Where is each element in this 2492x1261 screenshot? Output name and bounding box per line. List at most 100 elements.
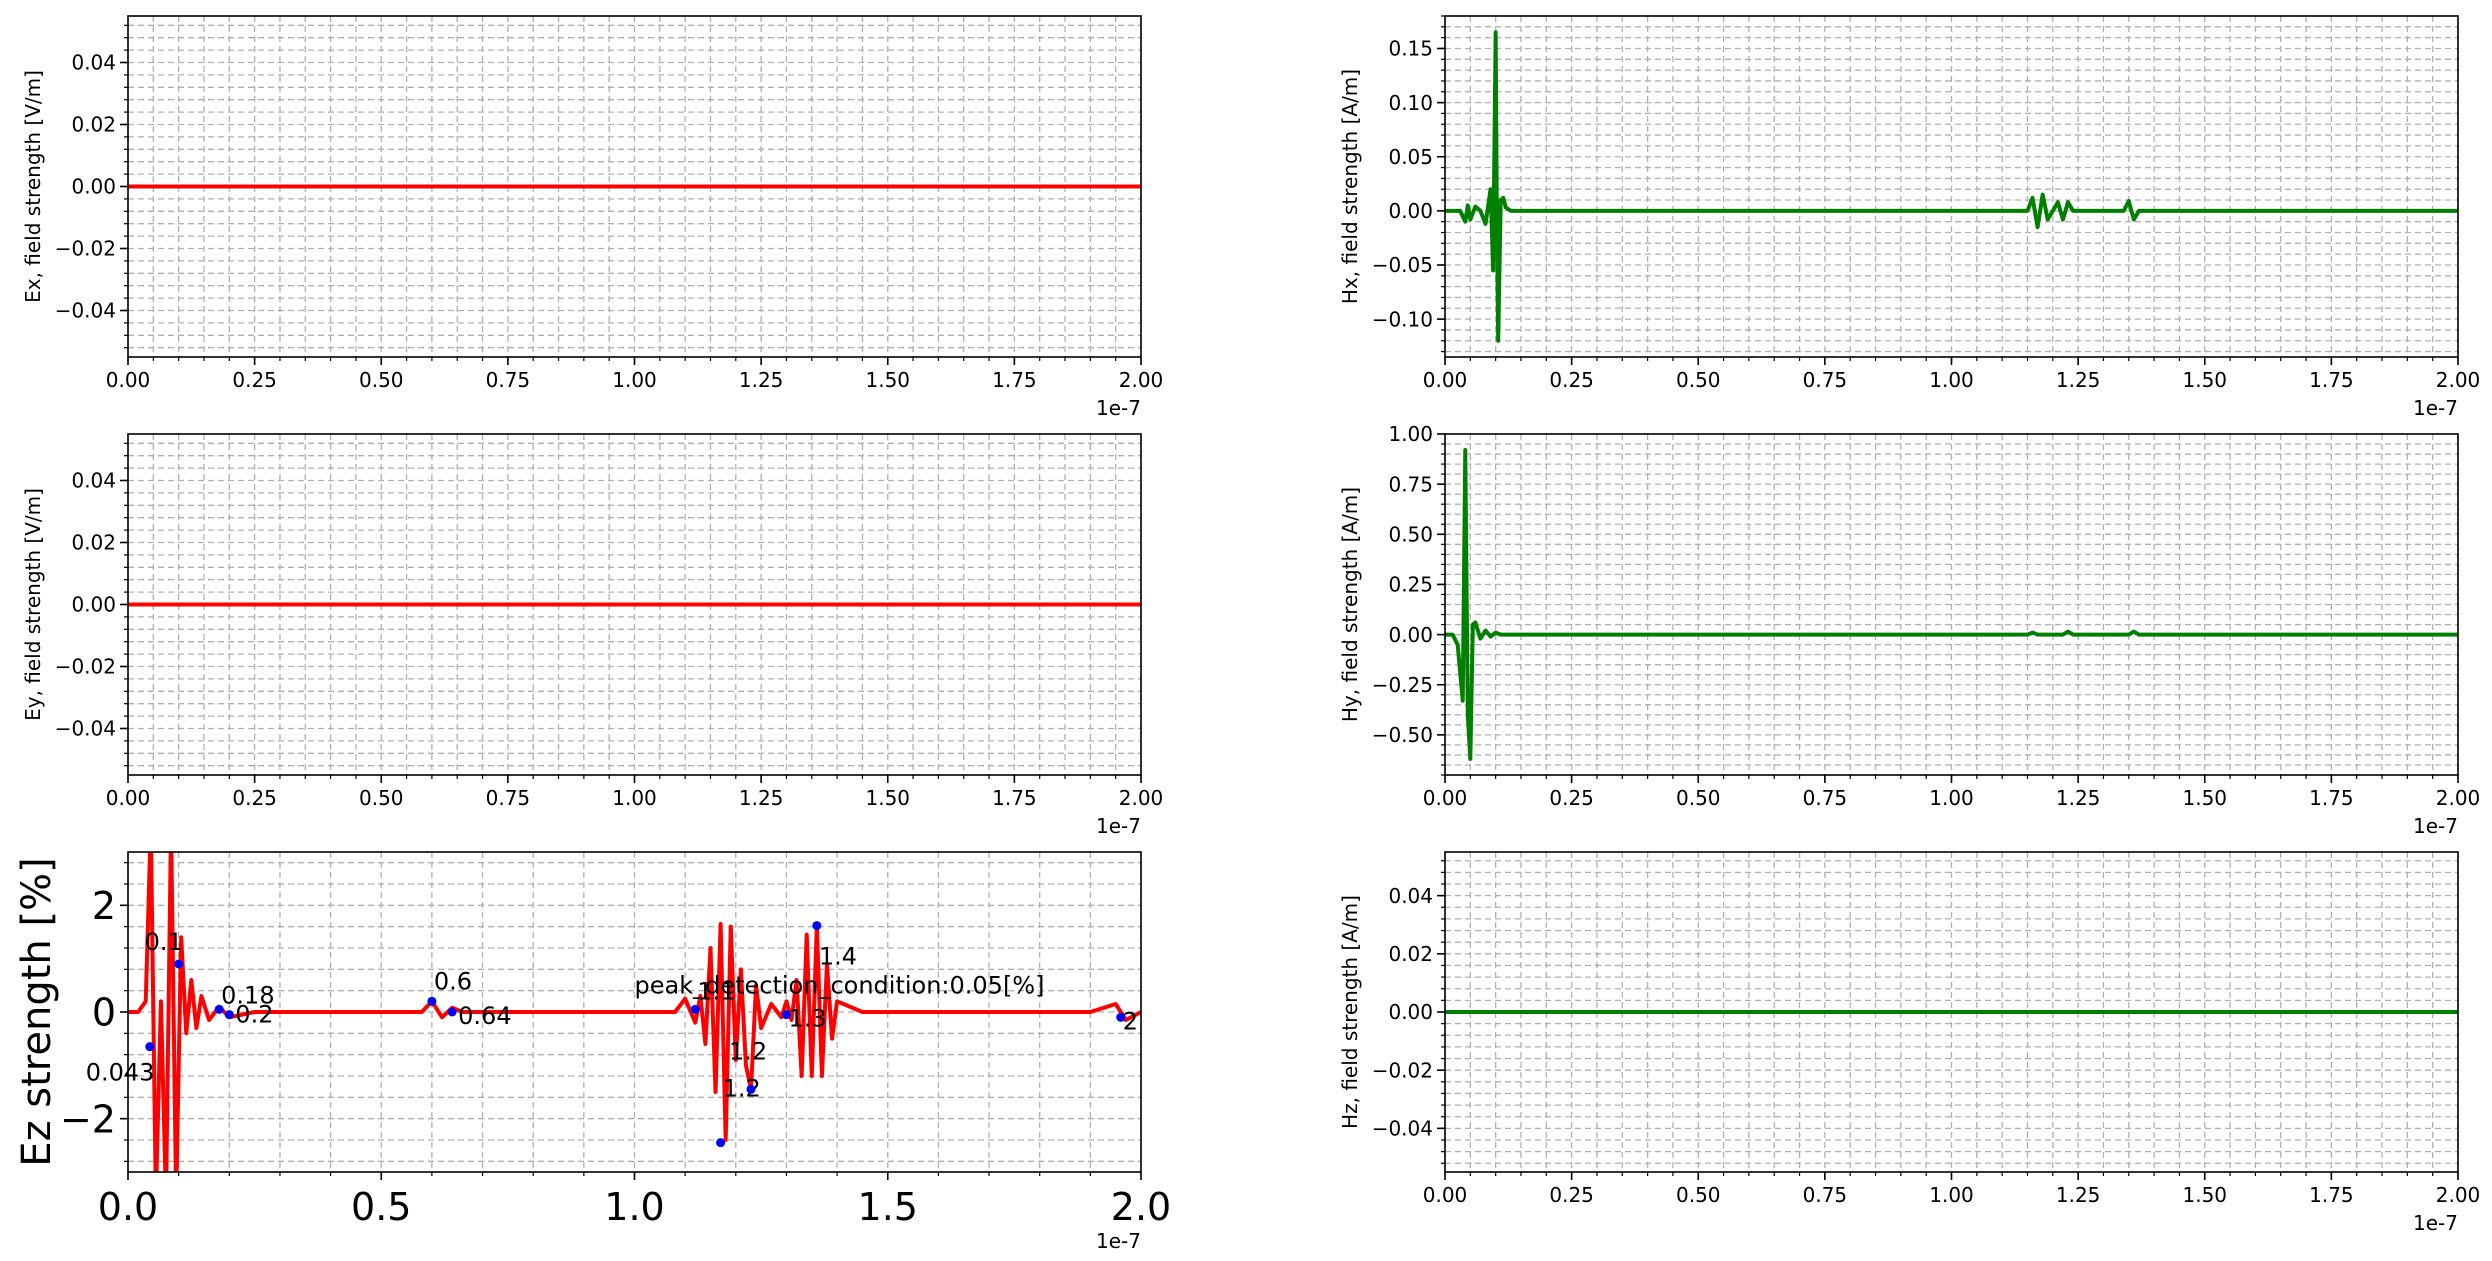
y-axis-label: Hy, field strength [A/m] xyxy=(1338,487,1362,722)
peak-point xyxy=(174,959,184,969)
chart-panel-ey: 0.00 0.25 0.50 0.75 1.00 1.25 1.50 1.75 2.00 1e-7… xyxy=(21,433,1164,838)
x-tick-label: 0.0 xyxy=(98,1185,158,1229)
y-tick-label: 0.00 xyxy=(1388,1000,1433,1024)
y-tick-label: 0.02 xyxy=(71,531,116,555)
x-tick-label: 0.25 xyxy=(1549,1183,1594,1207)
x-axis: 0.0 0.5 1.0 1.5 2.01e-7 xyxy=(98,1172,1171,1253)
x-axis: 0.00 0.25 0.50 0.75 1.00 1.25 1.50 1.75 2.00 1e-7 xyxy=(106,357,1164,420)
chart-panel-ez: 0.0430.10.180.20.60.641.11.21.21.31.42pe… xyxy=(14,851,1171,1253)
x-tick-label: 0.25 xyxy=(1549,786,1594,810)
x-tick-label: 0.75 xyxy=(1803,368,1848,392)
grid-lines xyxy=(1444,434,2459,775)
x-tick-label: 1.00 xyxy=(1929,786,1974,810)
x-tick-label: 0.00 xyxy=(106,368,151,392)
x-offset-label: 1e-7 xyxy=(1096,814,1141,838)
x-axis: 0.00 0.25 0.50 0.75 1.00 1.25 1.50 1.75 2.00 1e-7 xyxy=(1423,775,2480,838)
x-tick-label: 1.75 xyxy=(992,786,1037,810)
y-axis-label: Ey, field strength [V/m] xyxy=(21,488,45,721)
x-tick-label: 1.75 xyxy=(992,368,1037,392)
x-tick-label: 0.75 xyxy=(486,786,531,810)
y-tick-label: −2 xyxy=(60,1097,116,1141)
x-tick-label: 2.00 xyxy=(1119,786,1164,810)
chart-panel-hz: 0.00 0.25 0.50 0.75 1.00 1.25 1.50 1.75 2.00 1e-7… xyxy=(1338,851,2481,1235)
peak-label: 0.043 xyxy=(86,1059,155,1087)
y-tick-label: 0.25 xyxy=(1388,573,1433,597)
y-tick-label: 0.75 xyxy=(1388,472,1433,496)
y-axis-label: Ez strength [%] xyxy=(14,857,60,1166)
y-axis: −0.04 −0.02 0.00 0.02 0.04 Ex, field strength… xyxy=(21,24,128,349)
x-tick-label: 0.25 xyxy=(1549,368,1594,392)
x-axis: 0.00 0.25 0.50 0.75 1.00 1.25 1.50 1.75 2.00 1e-7 xyxy=(106,775,1164,838)
x-tick-label: 0.5 xyxy=(351,1185,411,1229)
y-tick-label: 0.00 xyxy=(71,175,116,199)
x-tick-label: 1.50 xyxy=(2182,786,2227,810)
grid-lines xyxy=(1444,852,2459,1172)
x-tick-label: 0.25 xyxy=(232,368,277,392)
peak-point xyxy=(427,996,437,1006)
x-offset-label: 1e-7 xyxy=(2413,396,2458,420)
y-tick-label: 0.04 xyxy=(71,469,116,493)
y-axis: −0.10 −0.05 0.00 0.05 0.10 0.15 Hx, field stre… xyxy=(1338,15,1445,353)
x-tick-label: 1.00 xyxy=(612,786,657,810)
y-tick-label: 1.00 xyxy=(1388,422,1433,446)
y-tick-label: −0.05 xyxy=(1372,253,1433,277)
x-tick-label: 1.75 xyxy=(2309,786,2354,810)
y-axis-label: Ex, field strength [V/m] xyxy=(21,70,45,303)
y-tick-label: 2 xyxy=(92,884,116,928)
y-tick-label: −0.04 xyxy=(1372,1117,1433,1141)
y-tick-label: 0.15 xyxy=(1388,37,1433,61)
peak-point xyxy=(716,1138,726,1148)
y-axis: −0.50 −0.25 0.00 0.25 0.50 0.75 1.00 Hy, field … xyxy=(1338,422,1445,776)
x-tick-label: 2.0 xyxy=(1111,1185,1171,1229)
peak-label: 0.64 xyxy=(458,1002,511,1030)
x-tick-label: 1.00 xyxy=(1929,1183,1974,1207)
x-tick-label: 0.25 xyxy=(232,786,277,810)
x-tick-label: 2.00 xyxy=(1119,368,1164,392)
y-tick-label: −0.02 xyxy=(55,237,116,261)
x-tick-label: 0.75 xyxy=(486,368,531,392)
x-tick-label: 0.00 xyxy=(1423,368,1468,392)
x-tick-label: 1.25 xyxy=(739,368,784,392)
x-tick-label: 0.50 xyxy=(1676,1183,1721,1207)
peak-label: 0.18 xyxy=(221,981,274,1009)
x-tick-label: 0.50 xyxy=(1676,368,1721,392)
x-tick-label: 1.50 xyxy=(2182,368,2227,392)
x-tick-label: 0.75 xyxy=(1803,786,1848,810)
x-tick-label: 0.00 xyxy=(1423,786,1468,810)
y-axis-label: Hx, field strength [A/m] xyxy=(1338,69,1362,304)
x-offset-label: 1e-7 xyxy=(1096,396,1141,420)
x-tick-label: 0.50 xyxy=(359,786,404,810)
y-tick-label: 0.04 xyxy=(71,51,116,75)
peak-label: 1.3 xyxy=(788,1005,826,1033)
y-tick-label: 0.05 xyxy=(1388,145,1433,169)
x-tick-label: 2.00 xyxy=(2436,1183,2481,1207)
peak-label: 2 xyxy=(1123,1007,1138,1035)
x-tick-label: 1.75 xyxy=(2309,1183,2354,1207)
peak-label: 0.6 xyxy=(434,967,472,995)
x-tick-label: 1.00 xyxy=(612,368,657,392)
x-tick-label: 1.50 xyxy=(865,786,910,810)
y-tick-label: −0.02 xyxy=(55,655,116,679)
peak-label: 1.2 xyxy=(729,1037,767,1065)
y-tick-label: −0.02 xyxy=(1372,1058,1433,1082)
x-tick-label: 1.0 xyxy=(604,1185,664,1229)
x-tick-label: 1.75 xyxy=(2309,368,2354,392)
grid-lines xyxy=(1444,15,2459,357)
x-tick-label: 1.00 xyxy=(1929,368,1974,392)
y-tick-label: 0.00 xyxy=(71,593,116,617)
y-tick-label: −0.04 xyxy=(55,717,116,741)
peak-label: 0.1 xyxy=(145,928,183,956)
y-tick-label: −0.04 xyxy=(55,299,116,323)
peak-point xyxy=(145,1042,155,1052)
x-tick-label: 0.00 xyxy=(1423,1183,1468,1207)
y-tick-label: −0.50 xyxy=(1372,723,1433,747)
y-tick-label: 0.02 xyxy=(1388,942,1433,966)
peak-label: 0.2 xyxy=(235,1001,273,1029)
y-tick-label: 0.02 xyxy=(71,113,116,137)
y-axis: −0.04 −0.02 0.00 0.02 0.04 Ey, field strength… xyxy=(21,442,128,767)
y-tick-label: 0.50 xyxy=(1388,522,1433,546)
x-tick-label: 1.25 xyxy=(739,786,784,810)
x-offset-label: 1e-7 xyxy=(1096,1229,1141,1253)
